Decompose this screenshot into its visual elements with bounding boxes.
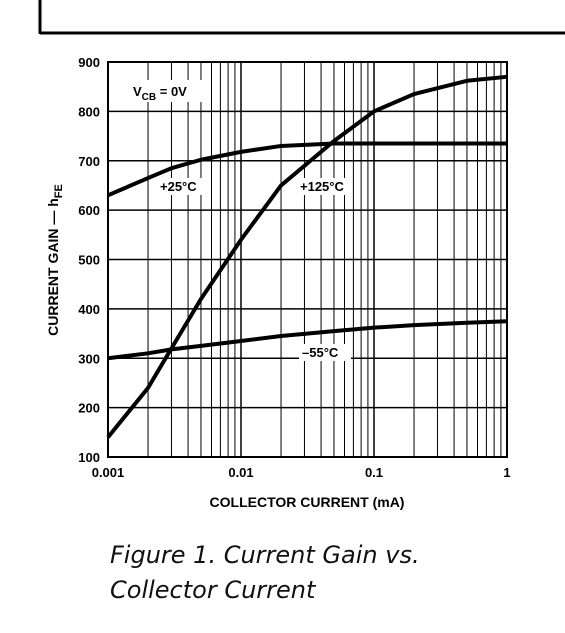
y-tick-label: 200 [78, 401, 100, 416]
curve [106, 74, 508, 439]
annotation-text: V [133, 84, 142, 99]
curve [107, 319, 508, 361]
label-bg [297, 178, 349, 195]
y-tick-label: 300 [78, 351, 100, 366]
label-bg [299, 344, 351, 361]
label-bg [128, 80, 204, 102]
curve [107, 141, 507, 198]
label-bg [157, 178, 209, 195]
caption: Collector Current [110, 576, 317, 604]
y-tick-label: 800 [78, 104, 100, 119]
y-tick-label: 100 [78, 450, 100, 465]
y-tick-label: 500 [78, 253, 100, 268]
x-tick-label: 0.001 [92, 465, 125, 480]
y-tick-label: 600 [78, 203, 100, 218]
y-axis-label: CURRENT GAIN — hFE [45, 184, 65, 336]
x-tick-label: 0.01 [228, 465, 253, 480]
x-tick-label: 1 [503, 465, 510, 480]
y-axis-label-text: CURRENT GAIN — h [45, 198, 61, 336]
annotation-rest: = 0V [156, 84, 187, 99]
annotation-sub: CB [142, 92, 156, 103]
caption: Figure 1. Current Gain vs. [110, 541, 420, 569]
x-tick-label: 0.1 [365, 465, 383, 480]
y-tick-label: 900 [78, 55, 100, 70]
plot-frame [107, 61, 508, 458]
annotation: VCB = 0V [133, 84, 187, 103]
y-tick-label: 700 [78, 154, 100, 169]
series-label: –55°C [302, 345, 339, 360]
series-label: +25°C [160, 179, 197, 194]
y-tick-label: 400 [78, 302, 100, 317]
x-axis-label: COLLECTOR CURRENT (mA) [210, 494, 405, 510]
y-axis-label-sub: FE [53, 184, 65, 198]
series-label: +125°C [300, 179, 344, 194]
